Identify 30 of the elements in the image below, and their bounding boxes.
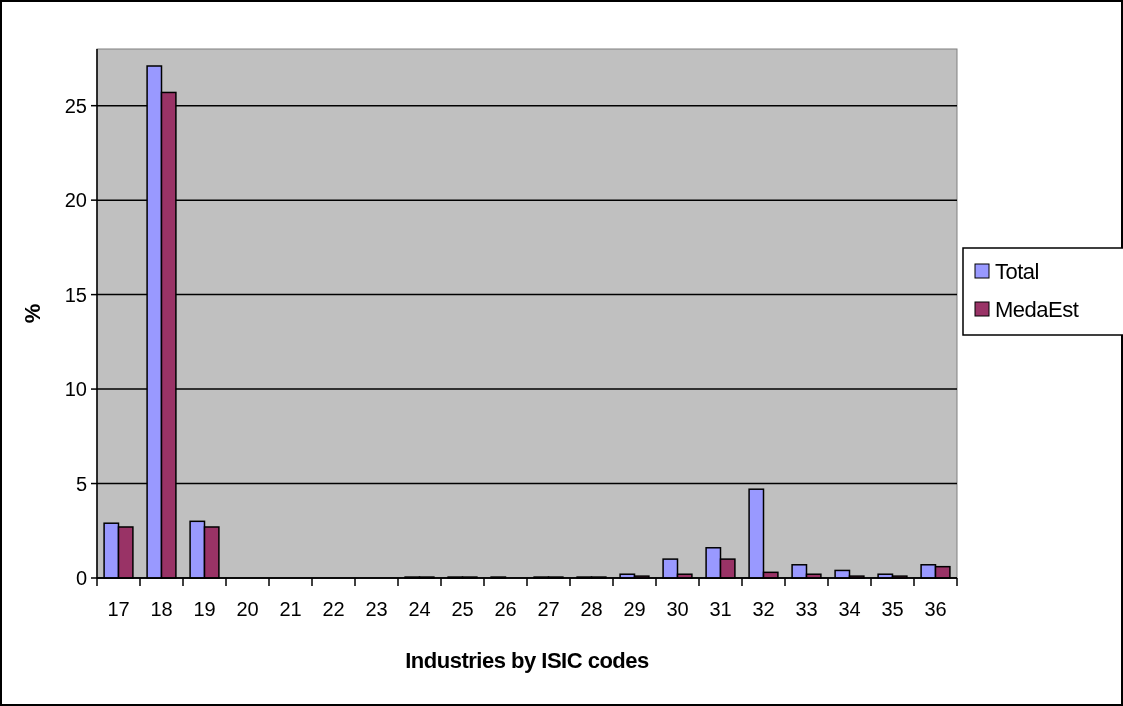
x-tick-label: 21 [279,598,302,620]
x-tick-label: 20 [236,598,259,620]
x-tick-label: 33 [795,598,818,620]
x-tick-label: 34 [838,598,861,620]
y-tick-label: 15 [64,283,87,306]
y-tick-label: 25 [64,94,87,117]
x-tick-label: 27 [537,598,560,620]
x-tick-label: 31 [709,598,732,620]
x-tick-label: 28 [580,598,603,620]
x-tick-label: 18 [150,598,173,620]
x-tick-label: 24 [408,598,431,620]
x-tick-label: 32 [752,598,775,620]
x-tick-label: 35 [881,598,904,620]
x-tick-label: 36 [924,598,947,620]
x-tick-label: 19 [193,598,216,620]
legend-label: MedaEst [995,296,1079,322]
legend-label: Total [995,258,1039,284]
x-tick-label: 25 [451,598,474,620]
x-tick-label: 29 [623,598,646,620]
y-axis-title: % [20,303,45,324]
y-tick-label: 20 [64,189,87,212]
y-tick-label: 5 [75,472,87,495]
x-tick-label: 30 [666,598,689,620]
x-tick-label: 23 [365,598,388,620]
x-axis-title: Industries by ISIC codes [405,648,650,673]
x-tick-label: 17 [107,598,130,620]
y-tick-label: 10 [64,378,87,401]
y-tick-label: 0 [75,567,87,589]
x-tick-label: 22 [322,598,345,620]
x-tick-label: 26 [494,598,517,620]
